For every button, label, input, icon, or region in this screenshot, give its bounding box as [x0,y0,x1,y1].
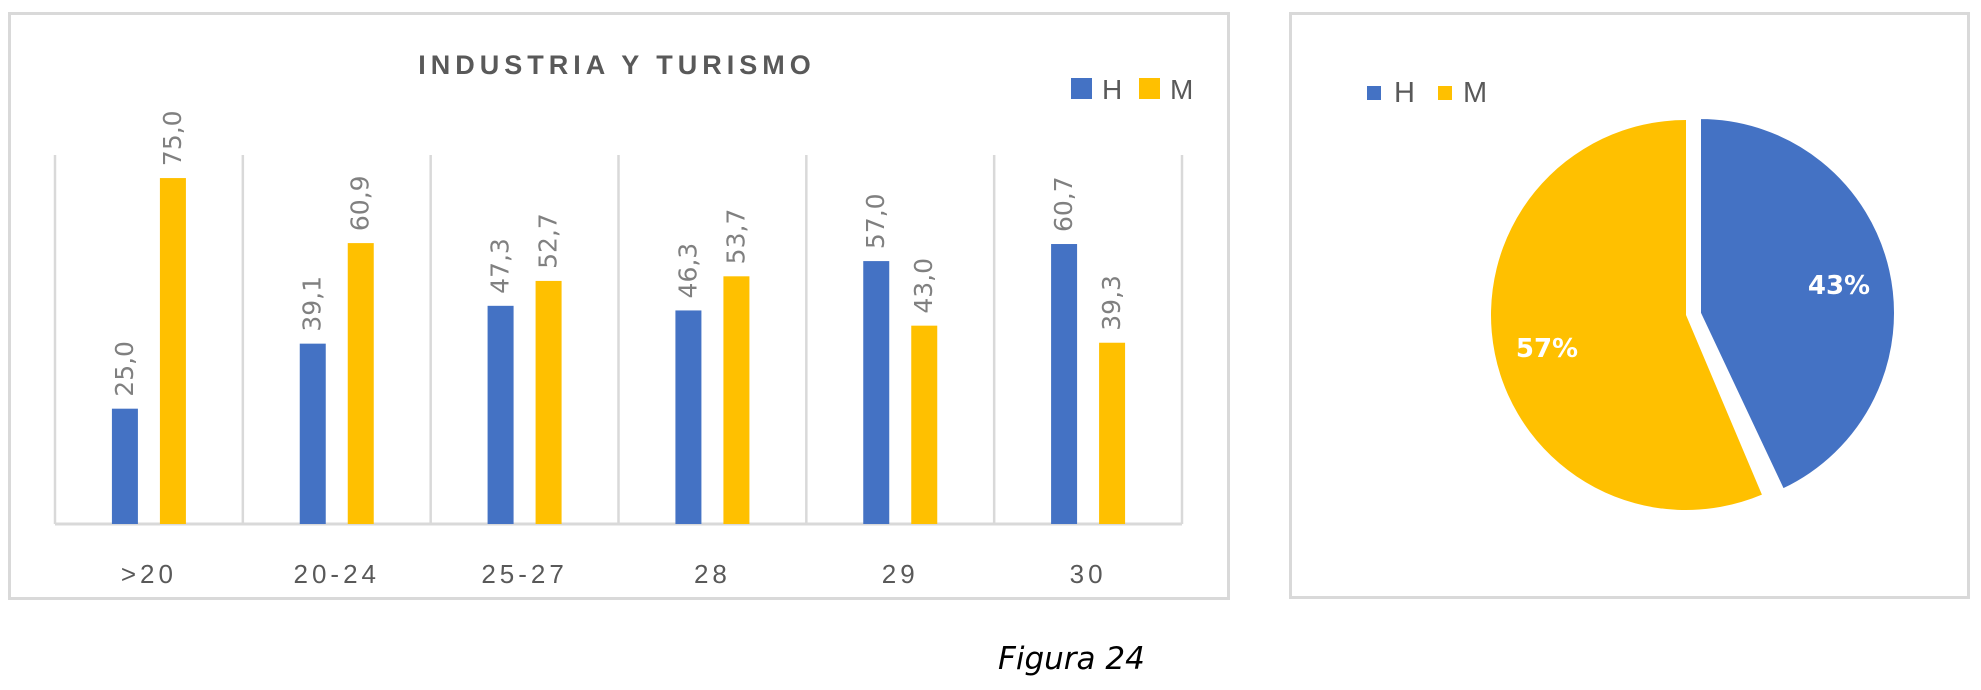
bar-m [723,276,750,524]
legend-swatch-m [1139,78,1160,99]
data-label: 75,0 [158,110,187,166]
legend-swatch-h [1367,86,1381,100]
data-label: 46,3 [673,243,702,299]
bar-m [159,178,186,524]
legend-label-h: H [1394,77,1415,109]
legend-label-m: M [1170,74,1193,105]
data-label: 60,9 [346,175,375,231]
pie-legend: H M [1367,77,1487,109]
chart-title: INDUSTRIA Y TURISMO [418,50,816,80]
bar-h [863,261,890,524]
data-label: 52,7 [534,213,563,269]
category-label: 29 [882,559,919,589]
bar-h [675,310,702,524]
pie-label-h: 43% [1808,271,1870,301]
data-label: 25,0 [110,341,139,397]
legend-swatch-m [1438,86,1452,100]
data-label: 43,0 [909,258,938,314]
bar-h [1051,244,1078,525]
category-label: 28 [694,559,731,589]
bar-h [299,343,326,524]
category-gridlines [53,155,1184,526]
data-label: 53,7 [721,209,750,265]
category-label: 30 [1070,559,1107,589]
data-label: 39,3 [1097,275,1126,331]
bar-m [911,325,938,524]
bar-m [347,243,374,524]
data-label: 47,3 [486,238,515,294]
data-labels: 25,0 75,0 39,1 60,9 47,3 52,7 46,3 53,7 57,0 43,0… [110,110,1126,396]
category-label: 25-27 [481,559,568,589]
legend-label-m: M [1463,77,1487,109]
figure-caption: Figura 24 [998,641,1145,677]
bar-legend: H M [1071,74,1193,105]
data-label: 39,1 [298,276,327,332]
category-label: 20-24 [294,559,381,589]
bar-m [535,280,562,524]
data-label: 60,7 [1049,176,1078,232]
bar-series [111,178,1126,525]
category-axis-labels: >20 20-24 25-27 28 29 30 [121,559,1107,589]
category-label: >20 [121,559,177,589]
pie-label-m: 57% [1516,334,1578,364]
pie-slice-m [1491,120,1762,510]
bar-h [487,305,514,524]
pie-slice-h [1699,116,1896,491]
data-label: 57,0 [861,193,890,249]
legend-label-h: H [1102,74,1122,105]
legend-swatch-h [1071,78,1092,99]
bar-h [111,408,138,524]
bar-m [1099,342,1126,524]
